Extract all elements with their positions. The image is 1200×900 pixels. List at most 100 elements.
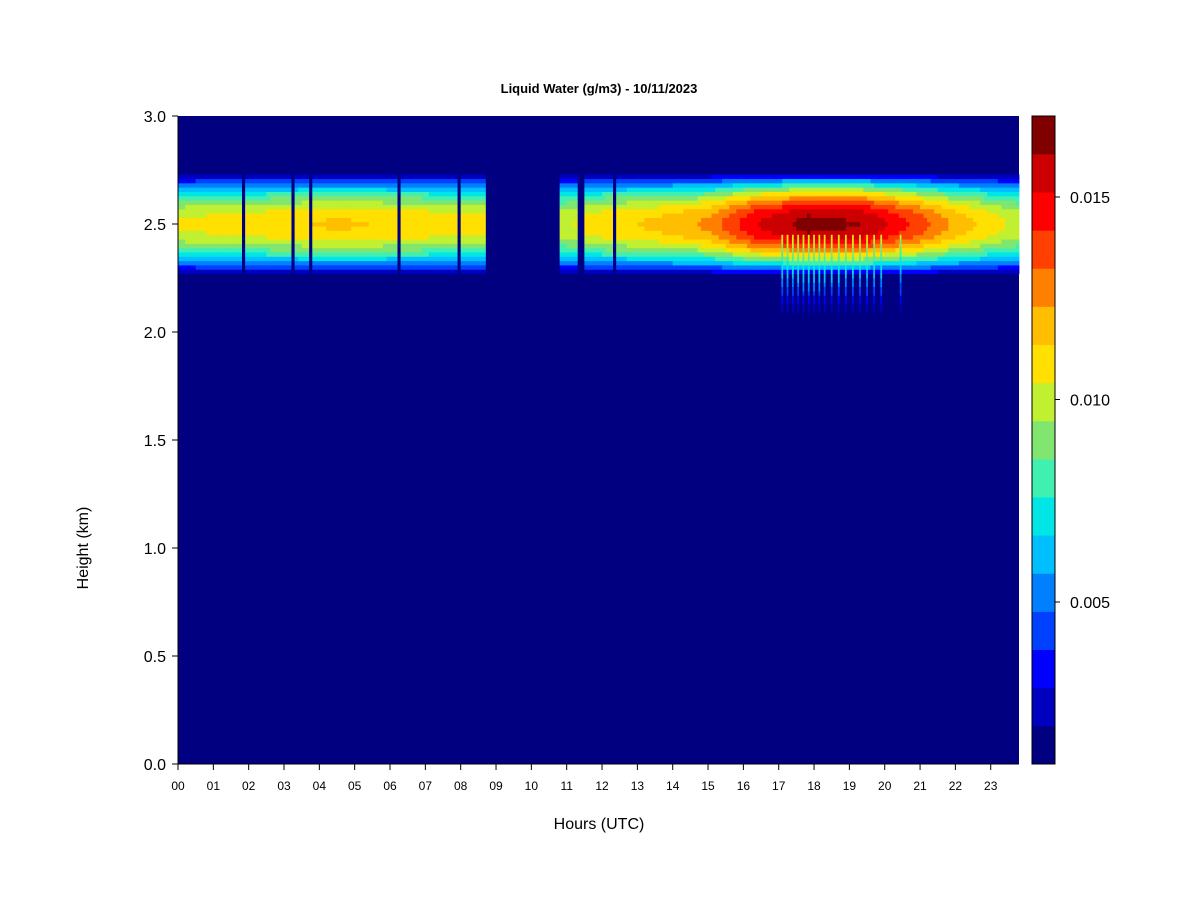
- heatmap-cell: [715, 200, 720, 205]
- heatmap-cell: [305, 217, 310, 223]
- heatmap-cell: [697, 200, 702, 205]
- heatmap-cell: [697, 260, 702, 266]
- heatmap-cell: [591, 269, 596, 275]
- heatmap-cell: [662, 269, 667, 275]
- heatmap-cell: [927, 187, 932, 192]
- heatmap-cell: [178, 265, 182, 270]
- heatmap-cell: [337, 195, 341, 201]
- heatmap-cell: [983, 234, 988, 240]
- heatmap-cell: [185, 178, 189, 184]
- heatmap-cell: [937, 208, 942, 214]
- heatmap-cell: [888, 273, 893, 279]
- heatmap-cell: [467, 182, 472, 188]
- heatmap-cell: [725, 191, 730, 197]
- heatmap-cell: [782, 234, 787, 240]
- heatmap-cell: [294, 182, 299, 188]
- heatmap-cell: [821, 174, 826, 180]
- heatmap-cell: [658, 213, 663, 218]
- heatmap-cell: [923, 239, 928, 244]
- heatmap-cell: [764, 178, 769, 184]
- heatmap-cell: [870, 269, 875, 275]
- heatmap-cell: [838, 208, 843, 214]
- heatmap-cell: [1015, 191, 1020, 197]
- heatmap-cell: [686, 217, 691, 223]
- heatmap-cell: [909, 182, 914, 188]
- heatmap-cell: [852, 174, 857, 180]
- heatmap-cell: [715, 213, 720, 218]
- heatmap-cell: [930, 273, 935, 279]
- heatmap-cell: [997, 247, 1002, 253]
- heatmap-cell: [216, 187, 221, 192]
- heatmap-cell: [912, 187, 917, 192]
- heatmap-cell: [891, 230, 896, 236]
- heatmap-cell: [905, 247, 910, 253]
- heatmap-cell: [990, 213, 995, 218]
- heatmap-cell: [916, 174, 921, 180]
- heatmap-cell: [474, 208, 479, 214]
- heatmap-cell: [623, 226, 628, 231]
- heatmap-cell: [379, 252, 384, 257]
- heatmap-cell: [722, 273, 727, 279]
- heatmap-cell: [195, 217, 200, 223]
- heatmap-cell: [464, 256, 469, 262]
- heatmap-cell: [428, 217, 433, 223]
- heatmap-cell: [923, 187, 928, 192]
- heatmap-cell: [333, 187, 338, 192]
- heatmap-cell: [859, 200, 864, 205]
- heatmap-cell: [806, 178, 811, 184]
- heatmap-cell: [867, 260, 871, 266]
- heatmap-cell: [683, 247, 688, 253]
- heatmap-cell: [361, 226, 366, 231]
- heatmap-cell: [771, 221, 776, 227]
- heatmap-cell: [683, 208, 688, 214]
- heatmap-cell: [206, 243, 211, 249]
- heatmap-cell: [690, 247, 695, 253]
- heatmap-cell: [739, 230, 744, 236]
- heatmap-cell: [573, 174, 578, 180]
- heatmap-cell: [446, 217, 451, 223]
- heatmap-cell: [386, 213, 391, 218]
- heatmap-cell: [700, 239, 705, 244]
- heatmap-cell: [930, 191, 935, 197]
- heatmap-cell: [375, 269, 380, 275]
- heatmap-cell: [305, 230, 310, 236]
- heatmap-cell: [563, 221, 568, 227]
- heatmap-cell: [655, 252, 659, 257]
- heatmap-cell: [443, 187, 447, 192]
- heatmap-cell: [443, 191, 447, 197]
- heatmap-cell: [439, 191, 444, 197]
- heatmap-cell: [382, 239, 387, 244]
- heatmap-cell: [796, 213, 801, 218]
- heatmap-cell: [905, 226, 910, 231]
- heatmap-cell: [1004, 265, 1009, 270]
- heatmap-cell: [418, 174, 423, 180]
- heatmap-cell: [351, 213, 356, 218]
- heatmap-cell: [966, 195, 970, 201]
- heatmap-cell: [195, 230, 200, 236]
- heatmap-cell: [481, 217, 486, 223]
- heatmap-cell: [435, 239, 440, 244]
- heatmap-cell: [647, 174, 652, 180]
- heatmap-cell: [909, 221, 914, 227]
- heatmap-cell: [888, 195, 893, 201]
- heatmap-cell: [181, 252, 186, 257]
- heatmap-cell: [722, 234, 727, 240]
- heatmap-cell: [912, 265, 917, 270]
- heatmap-cell: [658, 265, 663, 270]
- heatmap-cell: [895, 213, 900, 218]
- heatmap-cell: [421, 243, 426, 249]
- heatmap-cell: [700, 234, 705, 240]
- heatmap-cell: [619, 221, 624, 227]
- heatmap-cell: [821, 243, 826, 249]
- heatmap-cell: [700, 191, 705, 197]
- heatmap-cell: [605, 260, 610, 266]
- heatmap-cell: [315, 256, 320, 262]
- heatmap-cell: [845, 265, 850, 270]
- heatmap-cell: [467, 217, 472, 223]
- heatmap-cell: [273, 260, 278, 266]
- heatmap-cell: [867, 187, 871, 192]
- heatmap-cell: [976, 174, 981, 180]
- heatmap-cell: [708, 204, 712, 210]
- heatmap-cell: [478, 221, 483, 227]
- heatmap-cell: [962, 208, 967, 214]
